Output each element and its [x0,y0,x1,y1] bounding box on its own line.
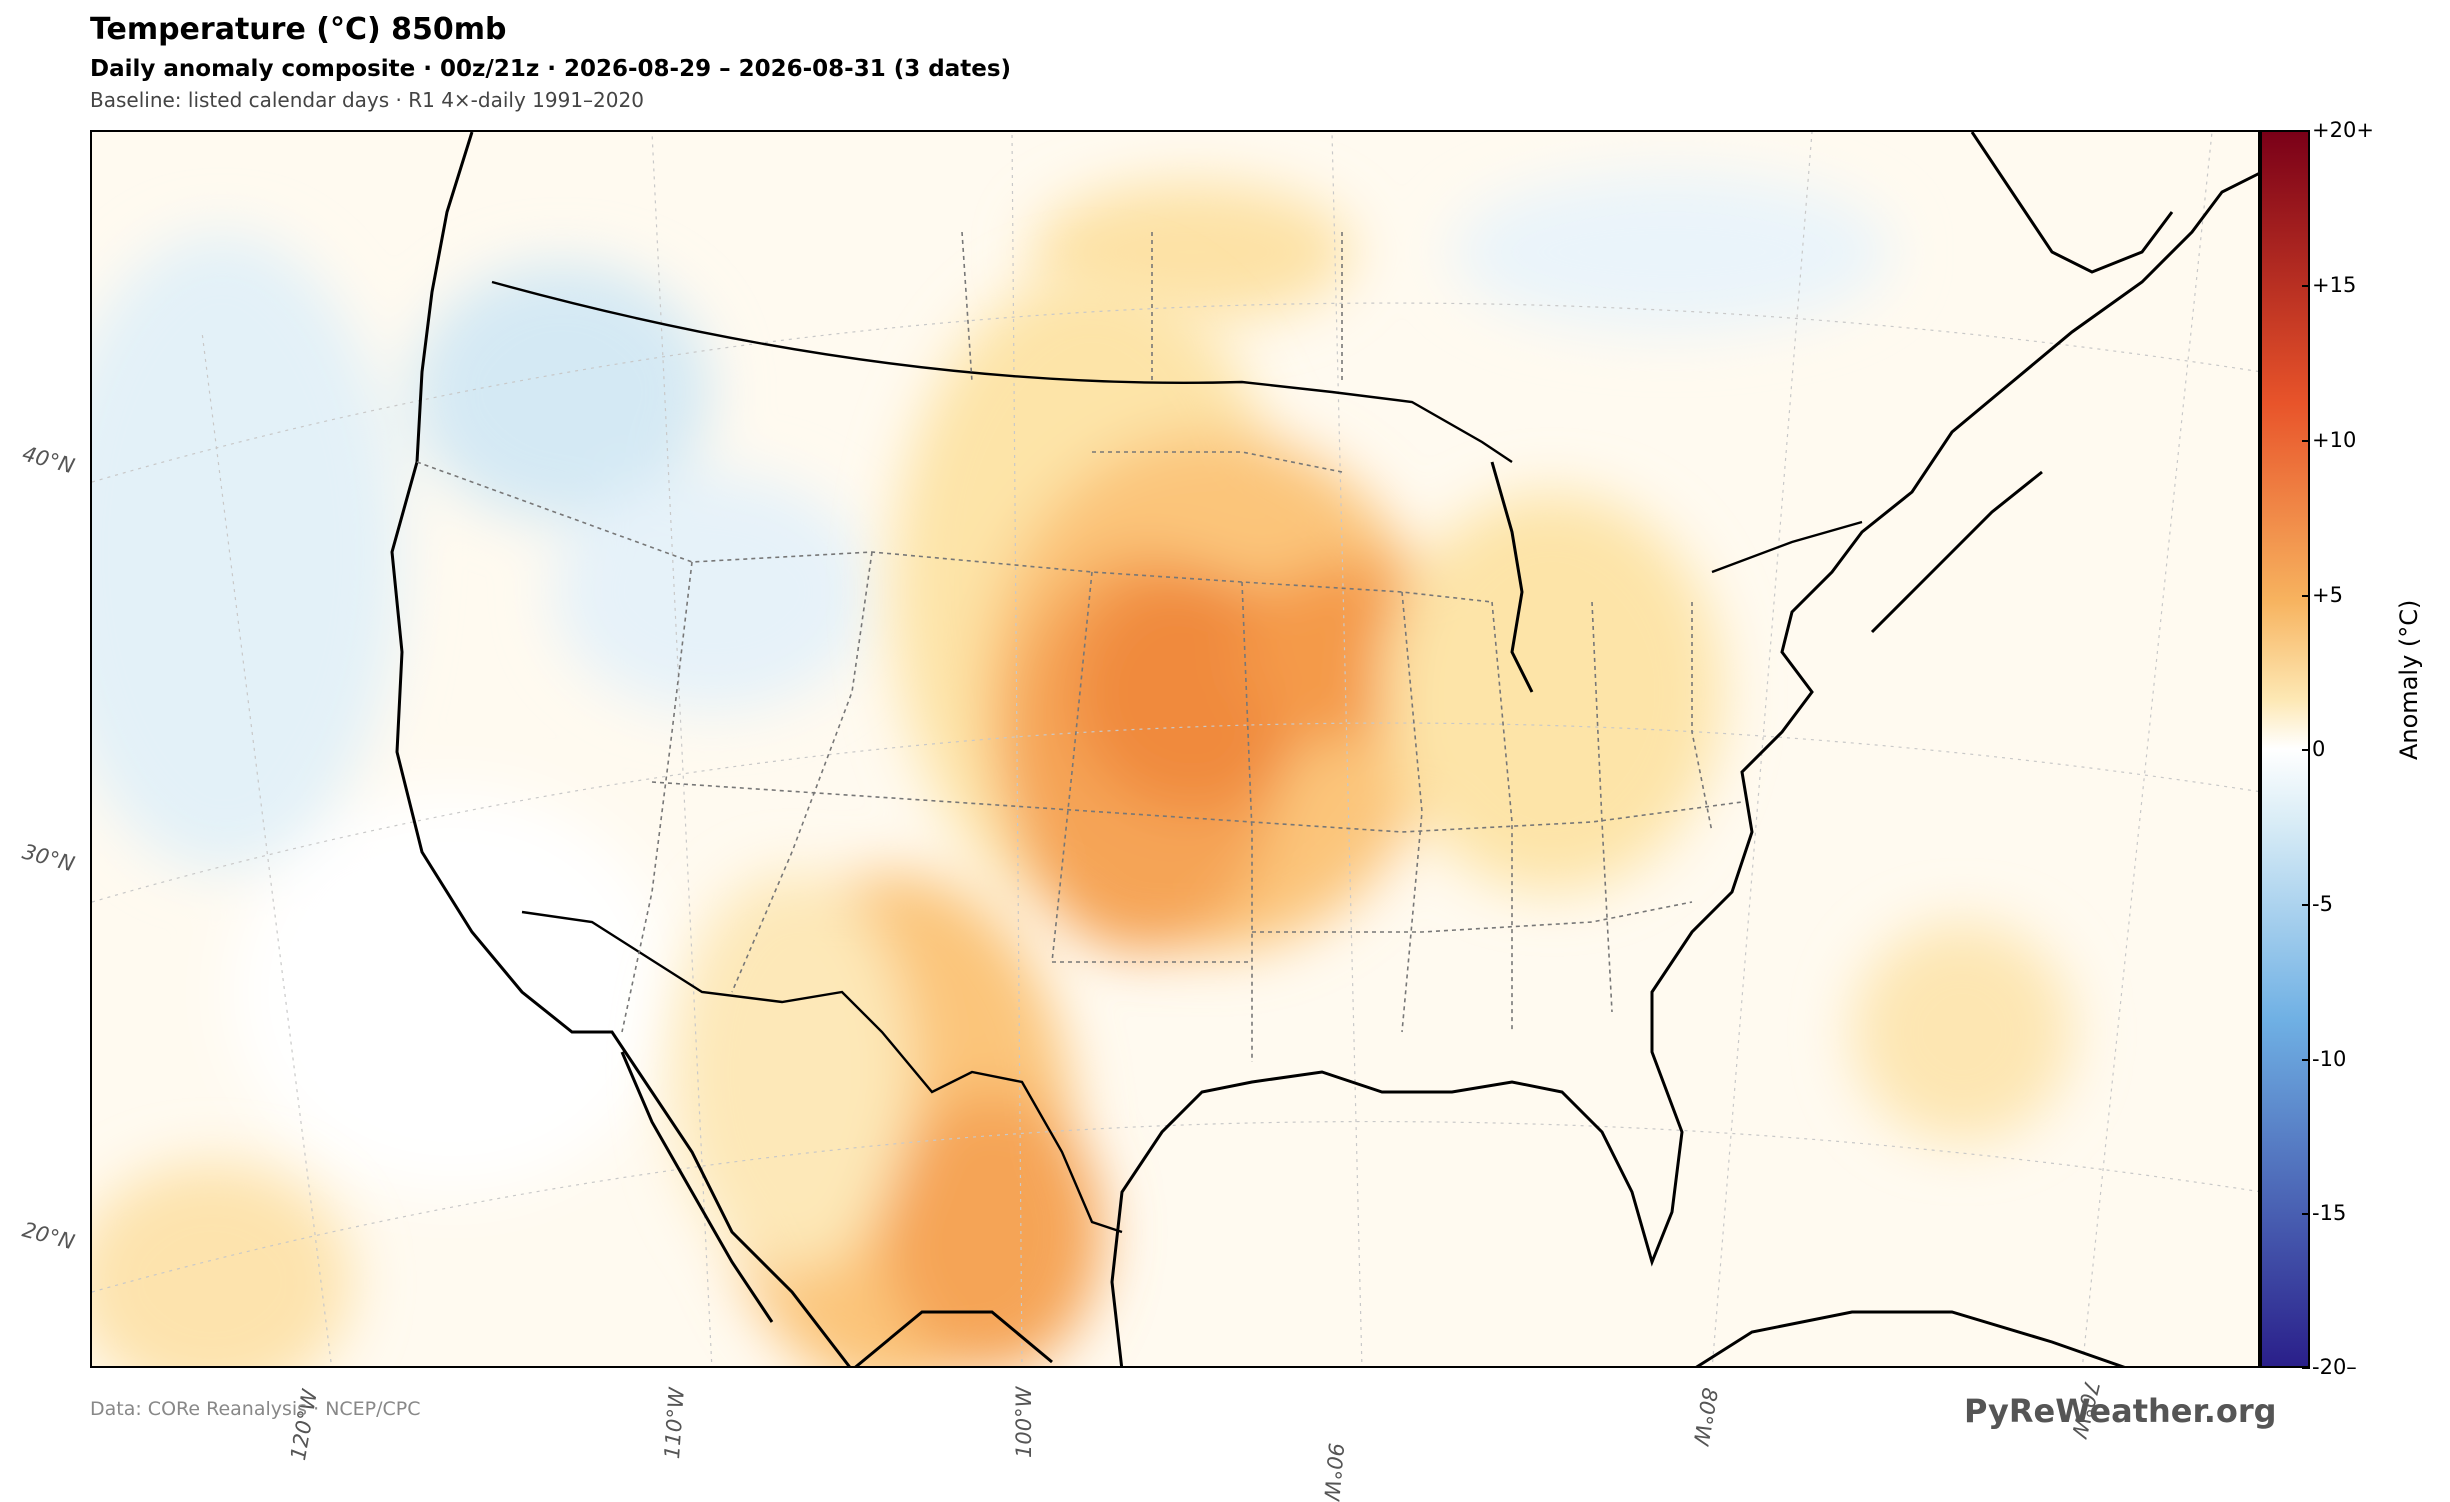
graticule [92,132,2258,1366]
colorbar-tick-plus20: +20+ [2302,118,2374,142]
lat-label-40n: 40°N [19,441,78,479]
country-borders [491,280,1863,1234]
state-boundaries [416,231,1743,1062]
lat-label-30n: 30°N [19,839,78,877]
colorbar-tick-minus15: -15 [2301,1201,2347,1225]
brand-watermark: PyReWeather.org [1964,1392,2277,1430]
map-panel [90,130,2260,1368]
coastline [390,132,2258,1366]
colorbar-tick-minus10: -10 [2301,1047,2347,1071]
colorbar-tick-plus10: +10 [2301,428,2357,452]
colorbar-tick-minus20: -20– [2302,1355,2357,1379]
colorbar-tick-plus5: +5 [2302,583,2343,607]
colorbar-tick-zero: 0 [2301,737,2326,761]
warm-anomaly-shading [92,272,2072,1366]
lon-label-90w: 90°W [1319,1441,1348,1502]
colorbar-label: Anomaly (°C) [2395,599,2423,760]
lon-label-80w: 80°W [1688,1385,1722,1448]
anomaly-map [92,132,2258,1366]
colorbar-tick-minus5: -5 [2302,892,2333,916]
map-title: Temperature (°C) 850mb [90,12,507,47]
lon-label-100w: 100°W [1012,1386,1036,1458]
map-subtitle: Daily anomaly composite · 00z/21z · 2026… [90,56,1012,82]
baseline-note: Baseline: listed calendar days · R1 4×-d… [90,88,644,112]
lon-label-110w: 110°W [660,1386,689,1460]
colorbar-tick-plus15: +15 [2301,273,2357,297]
data-source: Data: CORe Reanalysis · NCEP/CPC [90,1398,421,1420]
lat-label-20n: 20°N [19,1217,78,1255]
